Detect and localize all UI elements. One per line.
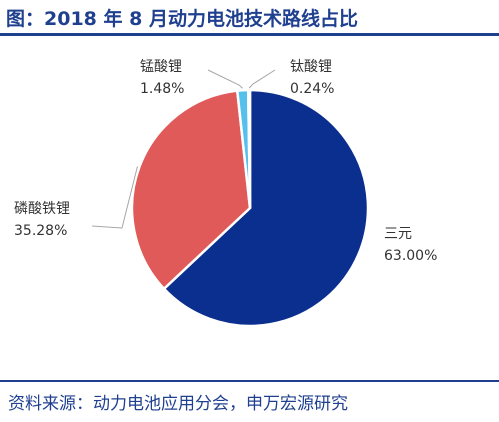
leader-line-2 [207, 69, 243, 89]
pie-slice-1 [130, 89, 252, 291]
slice-percent-label-1: 35.28% [14, 223, 67, 239]
slice-percent-label-0: 63.00% [384, 248, 437, 264]
slice-name-label-0: 三元 [384, 226, 412, 242]
slice-percent-label-3: 0.24% [290, 81, 334, 97]
pie-slice-0 [162, 88, 370, 328]
pie-chart: 三元 63.00% 磷酸铁锂 35.28% 锰酸锂 1.48% 钛酸锂 0.24% [14, 59, 437, 328]
slice-name-label-3: 钛酸锂 [290, 59, 332, 75]
leader-line-1 [91, 166, 138, 229]
source-rule [0, 380, 499, 382]
pie-slice-3 [246, 88, 252, 209]
slice-name-label-1: 磷酸铁锂 [14, 201, 70, 217]
title-rule [0, 33, 499, 36]
slice-name-label-2: 锰酸锂 [140, 59, 182, 75]
leader-line-3 [248, 69, 276, 89]
chart-title: 图：2018 年 8 月动力电池技术路线占比 [6, 8, 358, 30]
source-note: 资料来源：动力电池应用分会，申万宏源研究 [8, 394, 348, 414]
slice-percent-label-2: 1.48% [140, 81, 184, 97]
